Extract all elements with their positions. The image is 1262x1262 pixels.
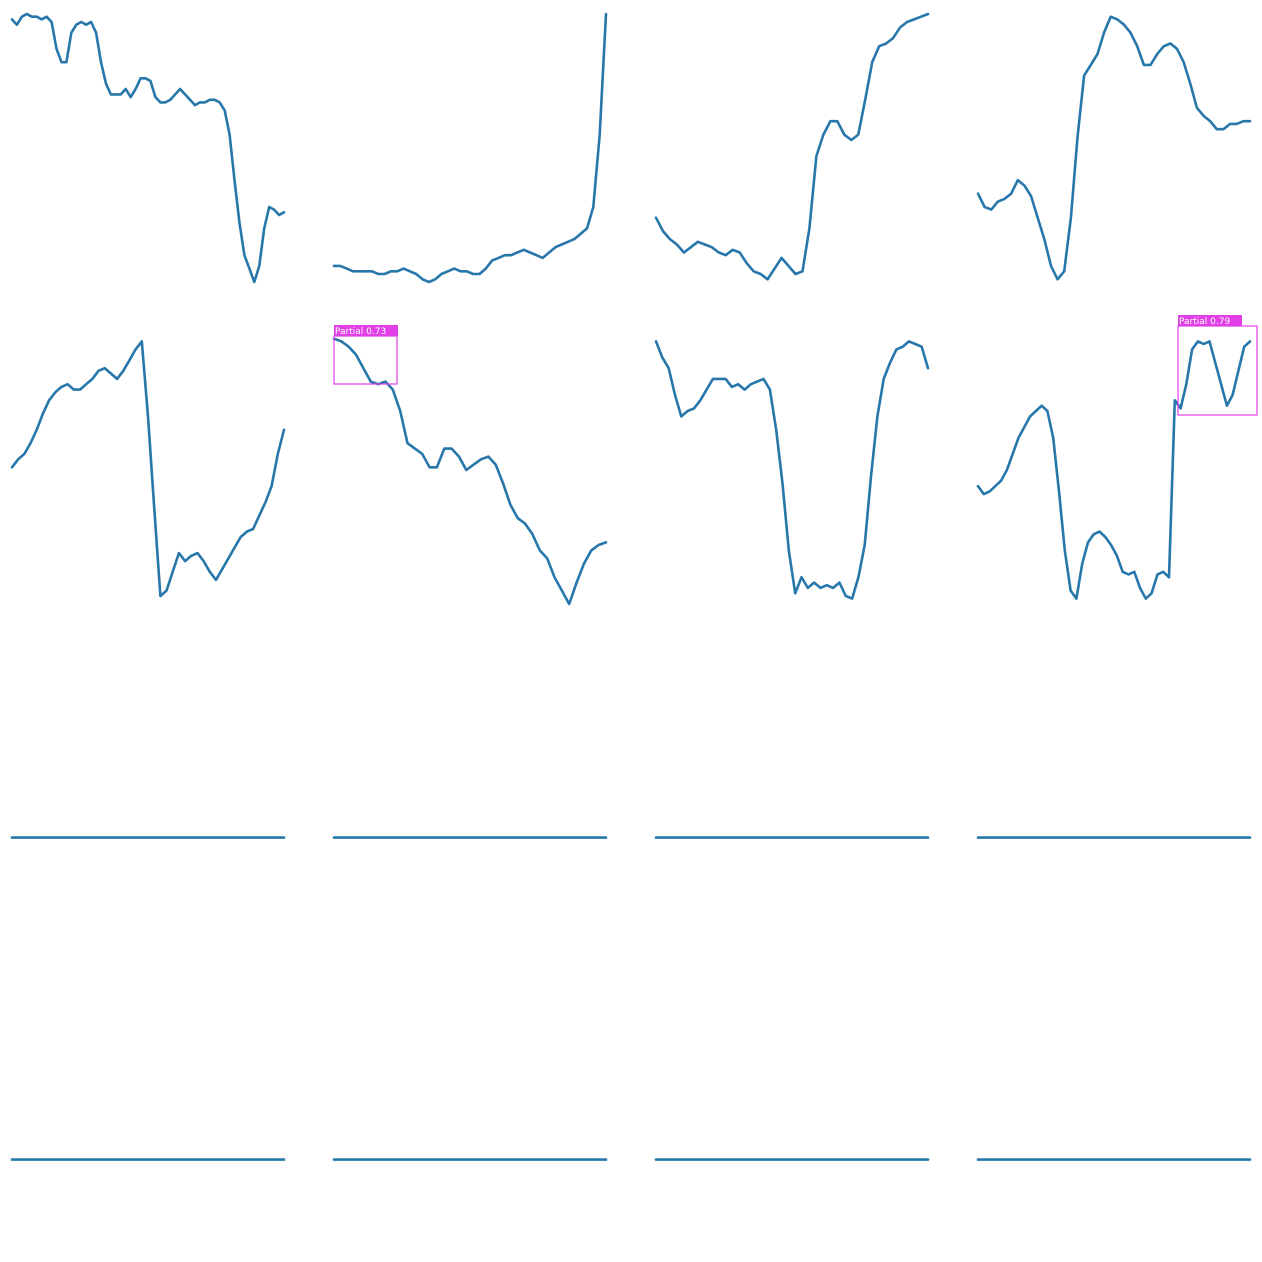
series-line — [10, 12, 286, 284]
detection-label: Partial 0.73 — [335, 327, 386, 337]
detection-label-background — [334, 325, 398, 336]
chart-panel-8 — [976, 340, 1252, 600]
series-line — [332, 337, 608, 606]
chart-panel-7 — [654, 340, 930, 600]
series-line — [976, 15, 1252, 281]
series-line — [976, 340, 1252, 600]
chart-panel-4 — [976, 15, 1252, 281]
chart-panel-2 — [332, 12, 608, 284]
chart-panel-3 — [654, 12, 930, 281]
detection-8: Partial 0.79 — [1177, 315, 1258, 416]
series-line — [10, 340, 286, 598]
chart-panel-1 — [10, 12, 286, 284]
detection-6: Partial 0.73 — [333, 325, 398, 385]
series-line — [654, 340, 930, 600]
detection-label: Partial 0.79 — [1179, 317, 1230, 327]
detection-label-background — [1178, 315, 1242, 326]
series-line — [654, 12, 930, 281]
series-line — [332, 12, 608, 284]
chart-panel-6 — [332, 337, 608, 606]
chart-panel-5 — [10, 340, 286, 598]
